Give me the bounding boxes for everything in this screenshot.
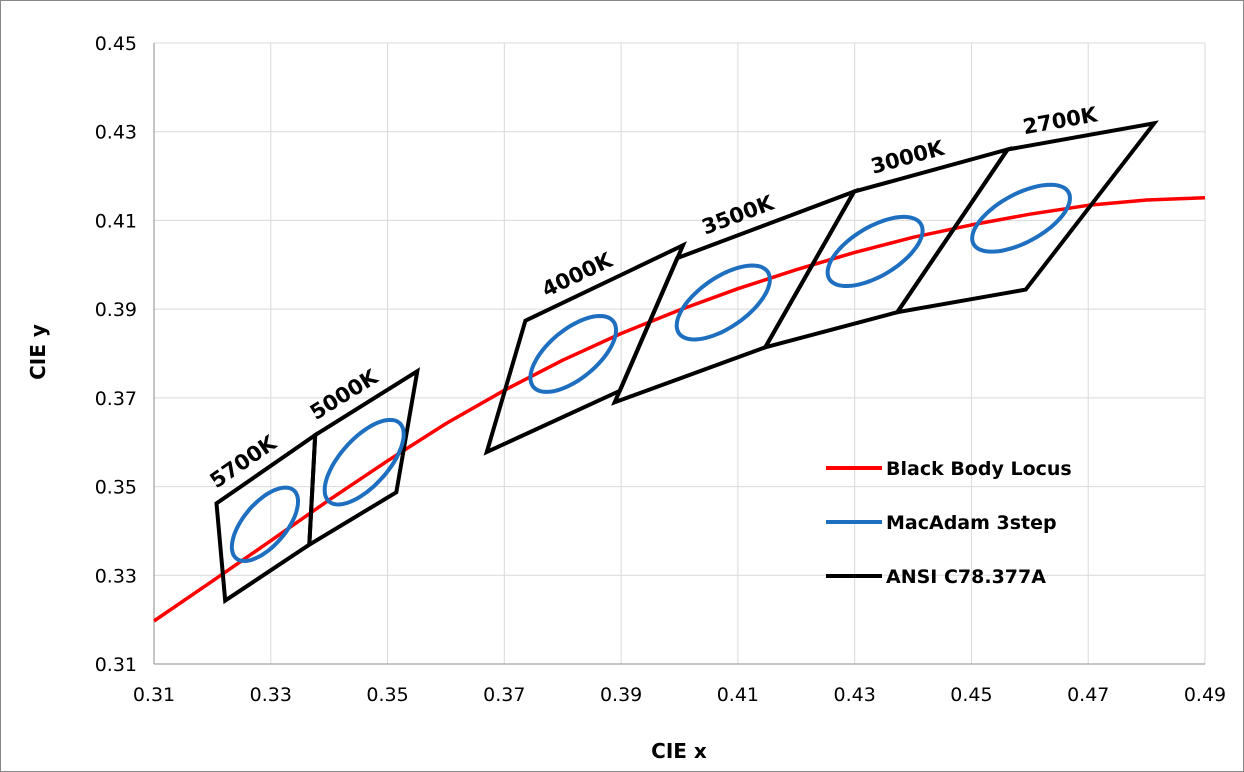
gridlines [154,42,1206,664]
y-tick-label: 0.31 [95,654,137,676]
macadam-ellipse [322,417,406,507]
macadam-ellipse [970,182,1072,254]
y-tick-label: 0.35 [95,477,137,499]
x-tick-label: 0.35 [366,684,408,706]
axes [153,43,1205,665]
x-tick-label: 0.49 [1184,684,1226,706]
legend-label: ANSI C78.377A [886,566,1046,588]
x-tick-label: 0.43 [834,684,876,706]
y-tick-label: 0.41 [95,210,137,232]
legend-label: MacAdam 3step [886,512,1057,534]
x-tick-label: 0.47 [1067,684,1109,706]
x-tick-label: 0.41 [717,684,759,706]
x-tick-label: 0.31 [133,684,175,706]
x-tick-label: 0.39 [600,684,642,706]
ansi-quad-5000k [307,367,421,549]
x-tick-label: 0.33 [250,684,292,706]
tick-labels: 0.31 0.33 0.35 0.37 0.39 0.41 0.43 0.45 0.47 0.49… [95,33,1226,706]
x-tick-label: 0.45 [950,684,992,706]
ansi-quadrangles [214,120,1159,605]
legend: Black Body Locus MacAdam 3step ANSI C78.37… [826,458,1072,588]
ansi-quad-2700k [892,120,1159,315]
macadam-ellipse [528,313,619,394]
macadam-ellipses [229,182,1072,564]
y-tick-label: 0.45 [95,33,137,55]
y-axis-title: CIE y [26,324,50,380]
y-tick-label: 0.37 [95,388,137,410]
macadam-ellipse [674,263,772,342]
y-tick-label: 0.33 [95,565,137,587]
x-tick-label: 0.37 [483,684,525,706]
y-tick-label: 0.39 [95,299,137,321]
legend-label: Black Body Locus [886,458,1072,480]
x-axis-title: CIE x [651,739,707,763]
macadam-ellipse [229,485,300,564]
y-tick-label: 0.43 [95,122,137,144]
macadam-ellipse [825,214,925,288]
